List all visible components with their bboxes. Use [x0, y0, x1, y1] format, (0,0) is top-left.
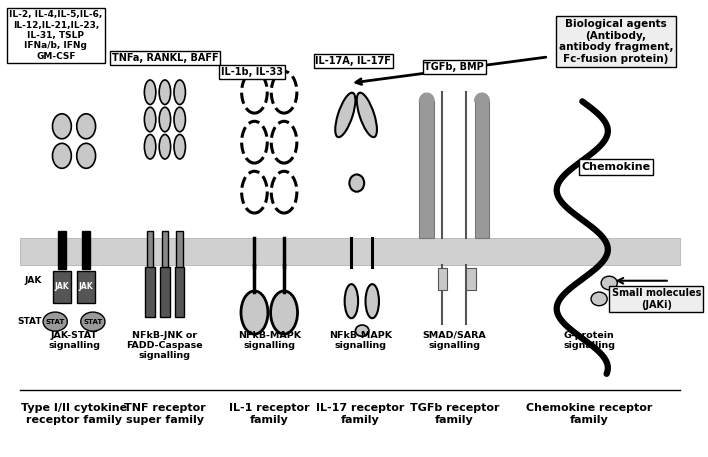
Text: TNFa, RANKL, BAFF: TNFa, RANKL, BAFF [112, 53, 218, 63]
Ellipse shape [611, 292, 627, 306]
Ellipse shape [159, 80, 171, 105]
Text: Small molecules
(JAKi): Small molecules (JAKi) [612, 288, 701, 310]
Text: NFkB-MAPK
signalling: NFkB-MAPK signalling [329, 331, 392, 350]
Text: JAK: JAK [79, 282, 93, 291]
Ellipse shape [345, 284, 358, 318]
Ellipse shape [76, 114, 96, 139]
Text: STAT: STAT [84, 319, 103, 324]
Bar [145, 267, 155, 317]
Text: STAT: STAT [17, 317, 42, 326]
Text: IL-17 receptor
family: IL-17 receptor family [316, 404, 404, 425]
Bar [58, 231, 66, 269]
Bar [20, 238, 680, 265]
Ellipse shape [241, 71, 267, 113]
Bar [53, 271, 71, 303]
Polygon shape [474, 93, 489, 101]
Ellipse shape [144, 107, 156, 132]
Ellipse shape [43, 312, 67, 331]
Ellipse shape [241, 291, 268, 334]
Ellipse shape [271, 171, 297, 213]
Text: Chemokine: Chemokine [581, 162, 651, 172]
Ellipse shape [52, 143, 72, 168]
Ellipse shape [357, 93, 377, 137]
Ellipse shape [271, 71, 297, 113]
Ellipse shape [336, 93, 355, 137]
Bar [438, 268, 447, 290]
Ellipse shape [601, 276, 617, 290]
Ellipse shape [159, 134, 171, 159]
Text: JAK-STAT
signalling: JAK-STAT signalling [48, 331, 100, 350]
Text: STAT: STAT [45, 319, 65, 324]
Bar [161, 231, 169, 269]
Text: G-protein
signalling: G-protein signalling [563, 331, 615, 350]
Ellipse shape [81, 312, 105, 331]
Bar [77, 271, 95, 303]
Ellipse shape [76, 143, 96, 168]
Bar [160, 267, 170, 317]
Ellipse shape [52, 114, 72, 139]
Ellipse shape [144, 80, 156, 105]
Text: NFkB-JNK or
FADD-Caspase
signalling: NFkB-JNK or FADD-Caspase signalling [127, 331, 203, 361]
Ellipse shape [591, 292, 607, 306]
Ellipse shape [159, 107, 171, 132]
Text: IL-1 receptor
family: IL-1 receptor family [229, 404, 309, 425]
Bar [419, 101, 434, 238]
Text: Chemokine receptor
family: Chemokine receptor family [526, 404, 652, 425]
Ellipse shape [271, 121, 297, 163]
Text: TGFb receptor
family: TGFb receptor family [410, 404, 499, 425]
Ellipse shape [365, 284, 379, 318]
Bar [176, 231, 183, 269]
Text: NFkB-MAPK
signalling: NFkB-MAPK signalling [238, 331, 301, 350]
Ellipse shape [241, 121, 267, 163]
Ellipse shape [270, 291, 297, 334]
Ellipse shape [241, 171, 267, 213]
Text: IL-17A, IL-17F: IL-17A, IL-17F [316, 56, 392, 66]
Ellipse shape [349, 175, 364, 191]
Text: JAK: JAK [24, 276, 42, 285]
Text: JAK: JAK [55, 282, 69, 291]
Ellipse shape [174, 107, 185, 132]
Text: Type I/II cytokine
receptor family: Type I/II cytokine receptor family [21, 404, 127, 425]
Ellipse shape [355, 325, 369, 336]
Text: Biological agents
(Antibody,
antibody fragment,
Fc-fusion protein): Biological agents (Antibody, antibody fr… [559, 19, 673, 64]
Bar [82, 231, 90, 269]
Bar [467, 268, 476, 290]
Text: IL-1b, IL-33: IL-1b, IL-33 [222, 67, 283, 77]
Bar [474, 101, 489, 238]
Text: TGFb, BMP: TGFb, BMP [425, 62, 484, 72]
Text: SMAD/SARA
signalling: SMAD/SARA signalling [423, 331, 486, 350]
Ellipse shape [174, 80, 185, 105]
Ellipse shape [144, 134, 156, 159]
Bar [147, 231, 154, 269]
Text: IL-2, IL-4,IL-5,IL-6,
IL-12,IL-21,IL-23,
IL-31, TSLP
IFNa/b, IFNg
GM-CSF: IL-2, IL-4,IL-5,IL-6, IL-12,IL-21,IL-23,… [9, 10, 103, 61]
Ellipse shape [174, 134, 185, 159]
Text: TNF receptor
super family: TNF receptor super family [124, 404, 206, 425]
Polygon shape [419, 93, 434, 101]
Bar [175, 267, 184, 317]
